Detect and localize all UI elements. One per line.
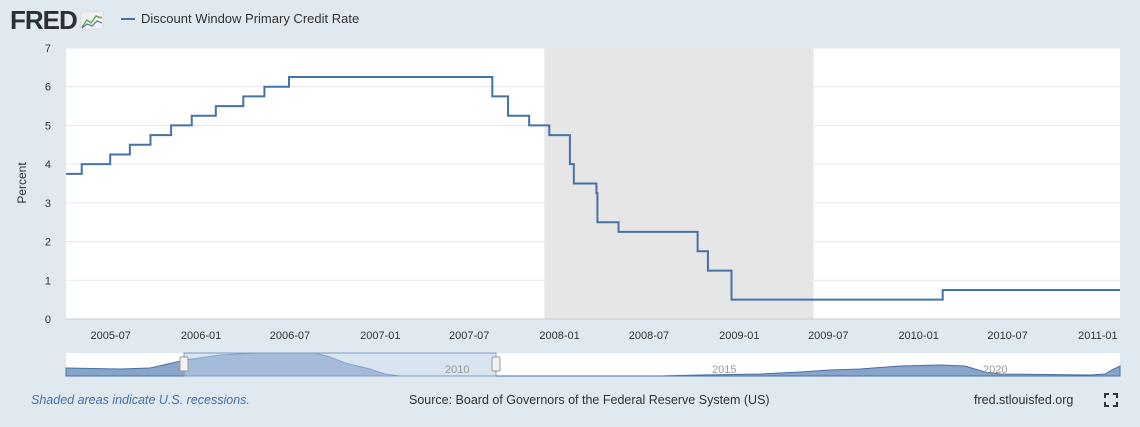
- x-tick-label-2009-07: 2009-07: [808, 330, 848, 342]
- x-tick-label-2006-07: 2006-07: [270, 330, 310, 342]
- x-tick-label-2006-01: 2006-01: [181, 330, 221, 342]
- y-axis-title: Percent: [15, 162, 29, 204]
- y-tick-label-1: 1: [45, 275, 51, 287]
- y-tick-label-4: 4: [45, 159, 51, 171]
- x-tick-label-2005-07: 2005-07: [91, 330, 131, 342]
- y-tick-label-7: 7: [45, 43, 51, 55]
- navigator-handle-left[interactable]: [179, 356, 189, 372]
- navigator-label-2010: 2010: [445, 364, 469, 376]
- y-tick-label-5: 5: [45, 120, 51, 132]
- recession-note: Shaded areas indicate U.S. recessions.: [31, 393, 250, 407]
- navigator-label-2020: 2020: [983, 364, 1007, 376]
- x-tick-label-2010-01: 2010-01: [898, 330, 938, 342]
- navigator-label-2015: 2015: [712, 364, 736, 376]
- range-navigator[interactable]: 2010 2015 2020: [65, 352, 1121, 377]
- navigator-handle-right[interactable]: [491, 356, 501, 372]
- x-tick-label-2008-01: 2008-01: [539, 330, 579, 342]
- grid-layer: [66, 47, 1120, 320]
- y-axis: 0 1 2 3 4 5 6 7: [45, 43, 51, 326]
- legend[interactable]: Discount Window Primary Credit Rate: [121, 11, 359, 26]
- series-line-0: [66, 76, 1120, 301]
- y-tick-label-0: 0: [45, 314, 51, 326]
- legend-swatch: [121, 17, 135, 20]
- fred-logo[interactable]: FRED: [10, 4, 104, 35]
- x-axis: 2005-07 2006-01 2006-07 2007-01 2007-07 2008-…: [91, 330, 1118, 342]
- x-tick-label-2007-07: 2007-07: [449, 330, 489, 342]
- x-tick-label-2009-01: 2009-01: [719, 330, 759, 342]
- y-tick-label-6: 6: [45, 82, 51, 94]
- x-tick-label-2008-07: 2008-07: [629, 330, 669, 342]
- y-tick-label-3: 3: [45, 198, 51, 210]
- footer: Shaded areas indicate U.S. recessions. S…: [0, 388, 1140, 412]
- y-tick-label-2: 2: [45, 237, 51, 249]
- chart-header: FRED Discount Window Primary Credit Rate: [0, 0, 1140, 40]
- x-tick-label-2011-01: 2011-01: [1078, 330, 1118, 342]
- source-note: Source: Board of Governors of the Federa…: [409, 393, 770, 407]
- series-layer: [66, 76, 1120, 301]
- fullscreen-icon[interactable]: [1104, 393, 1118, 407]
- x-tick-label-2007-01: 2007-01: [360, 330, 400, 342]
- logo-text: FRED: [10, 4, 78, 35]
- site-link[interactable]: fred.stlouisfed.org: [974, 393, 1074, 407]
- legend-label: Discount Window Primary Credit Rate: [141, 11, 360, 26]
- line-chart-icon: [80, 11, 104, 30]
- x-tick-label-2010-07: 2010-07: [987, 330, 1027, 342]
